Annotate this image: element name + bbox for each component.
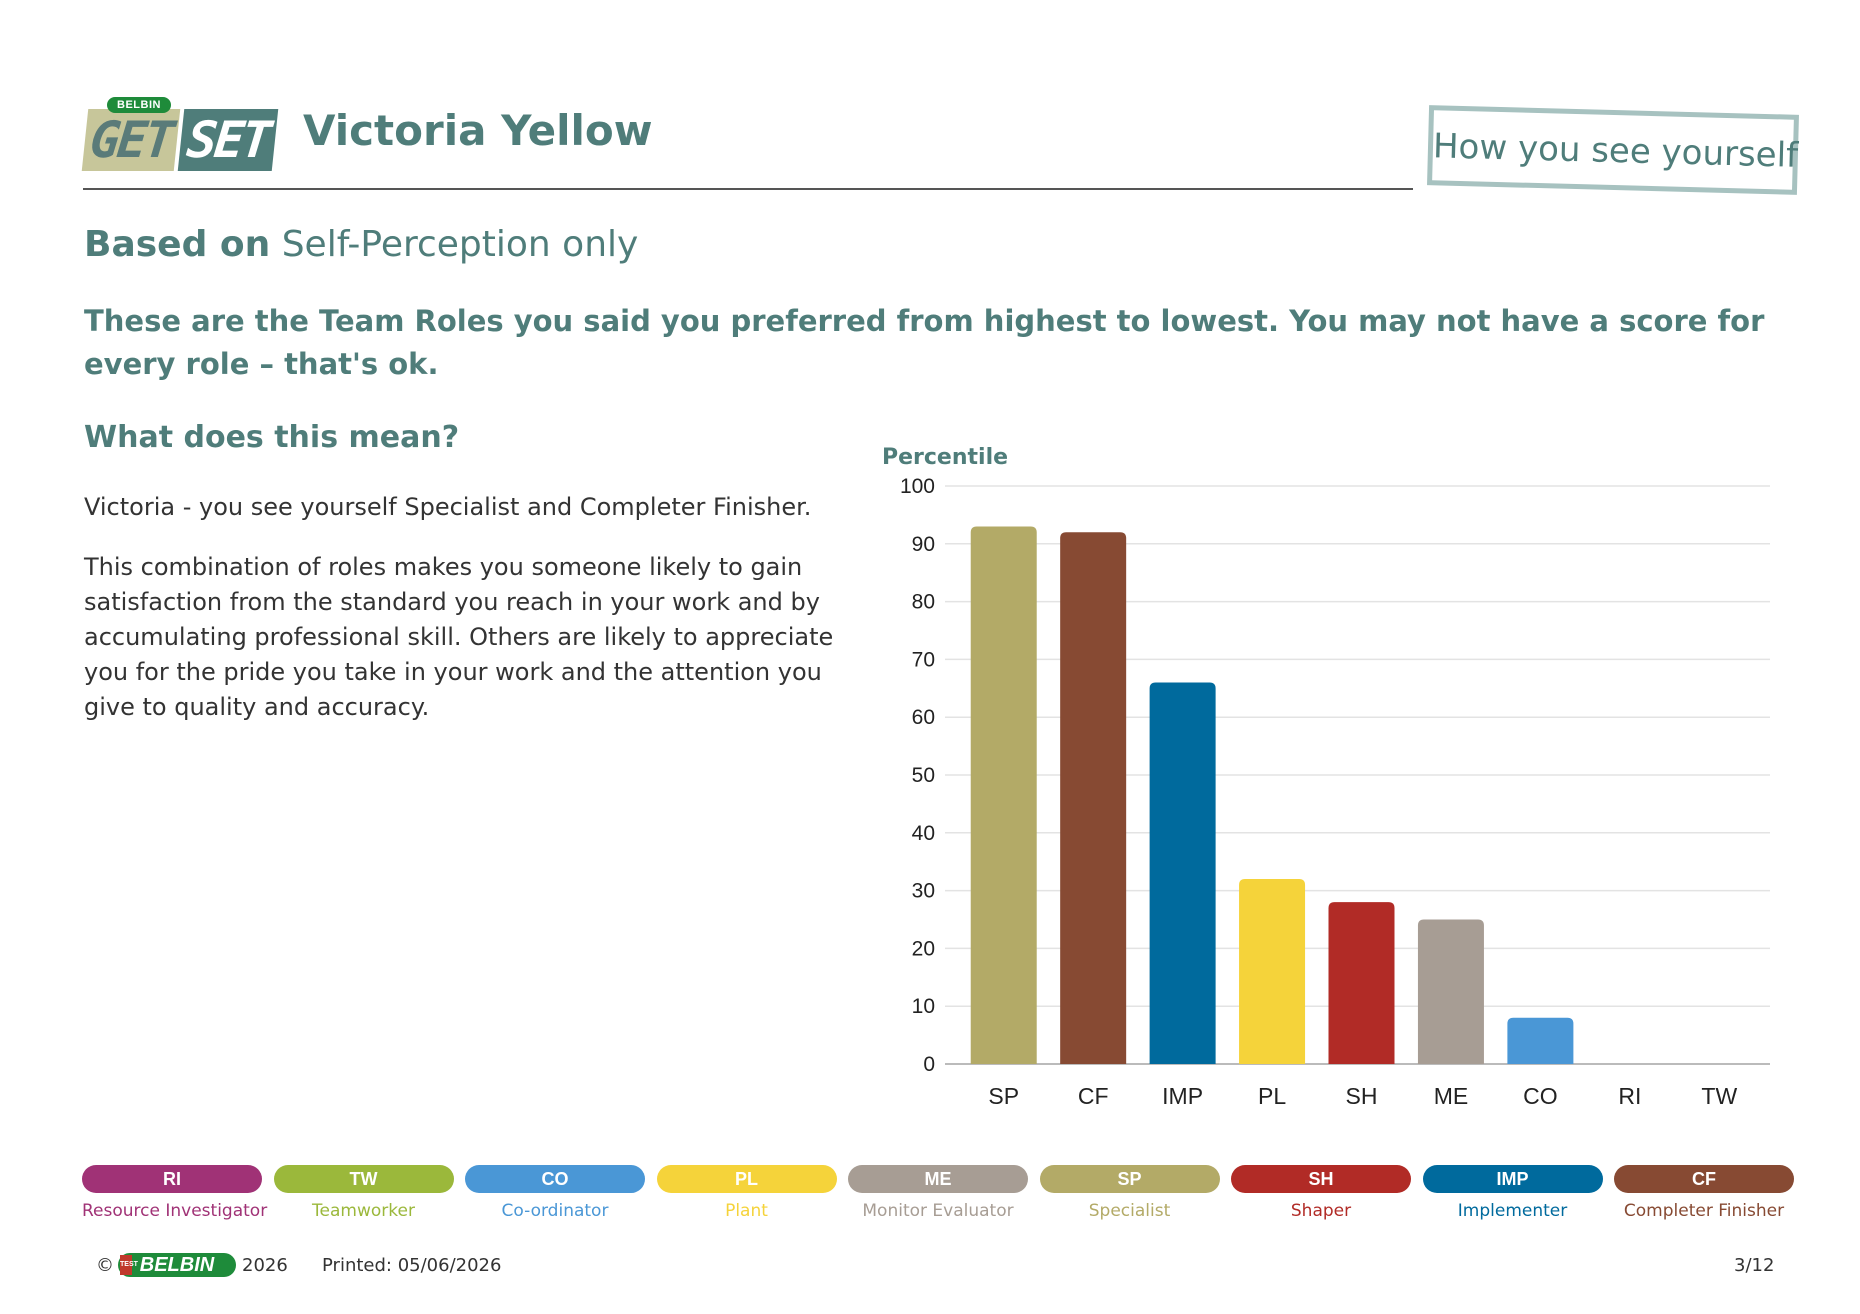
y-tick-label: 0 [923,1053,935,1076]
legend-code-pill: SH [1231,1165,1411,1193]
report-type-stamp: How you see yourself [1427,105,1799,195]
legend-item-tw: TW Teamworker [273,1165,454,1221]
legend-role-name: Resource Investigator [82,1201,268,1221]
page-number: 3/12 [1734,1255,1775,1276]
y-tick-label: 50 [912,764,935,787]
team-role-legend: RI Resource Investigator TW Teamworker CO Co-… [82,1165,1794,1225]
bar-co [1507,1017,1574,1064]
legend-role-name: Specialist [1088,1201,1171,1221]
legend-role-name: Co-ordinator [501,1201,609,1221]
legend-role-name: Implementer [1457,1201,1568,1221]
meaning-paragraph-1: Victoria - you see yourself Specialist a… [84,493,812,521]
x-tick-label-sp: SP [988,1083,1019,1109]
y-tick-label: 70 [912,648,935,671]
legend-item-cf: CF Completer Finisher [1614,1165,1794,1221]
bar-cf [1060,532,1127,1064]
x-tick-label-tw: TW [1701,1083,1737,1109]
legend-code-pill: TW [273,1165,454,1193]
meaning-heading: What does this mean? [84,420,460,455]
bar-pl [1239,879,1306,1064]
legend-role-name: Plant [725,1201,768,1221]
y-tick-label: 20 [912,937,935,960]
person-name: Victoria Yellow [303,106,653,155]
legend-item-imp: IMP Implementer [1422,1165,1603,1221]
belbin-badge: BELBIN [107,97,171,113]
header-divider [83,188,1413,190]
legend-code-pill: CO [465,1165,645,1193]
legend-item-sh: SH Shaper [1231,1165,1411,1221]
x-tick-label-imp: IMP [1162,1083,1203,1109]
legend-role-name: Monitor Evaluator [862,1201,1014,1221]
test-badge: TEST [120,1255,138,1275]
y-tick-label: 100 [900,475,935,498]
bar-sp [970,526,1037,1064]
x-tick-label-ri: RI [1618,1083,1641,1109]
belbin-footer-logo: TEST BELBIN [118,1253,236,1277]
legend-code-pill: SP [1039,1165,1220,1193]
x-tick-label-cf: CF [1078,1083,1109,1109]
footer-year: 2026 [242,1255,288,1276]
intro-text: These are the Team Roles you said you pr… [84,304,1765,381]
bar-imp [1149,682,1216,1064]
x-tick-label-pl: PL [1258,1083,1286,1109]
basis-line: Based on Self-Perception only [84,224,638,265]
legend-item-sp: SP Specialist [1039,1165,1220,1221]
y-tick-label: 10 [912,995,935,1018]
printed-date: Printed: 05/06/2026 [322,1255,502,1276]
meaning-paragraph-2: This combination of roles makes you some… [84,553,834,721]
bar-me [1417,919,1484,1064]
footer-logo-text: BELBIN [139,1254,215,1276]
x-tick-label-co: CO [1523,1083,1558,1109]
y-tick-label: 40 [912,822,935,845]
legend-code-pill: RI [82,1165,262,1193]
x-tick-label-sh: SH [1346,1083,1378,1109]
legend-item-ri: RI Resource Investigator [82,1165,268,1221]
legend-code-pill: CF [1614,1165,1794,1193]
y-tick-label: 80 [912,591,935,614]
legend-role-name: Teamworker [312,1201,415,1221]
chart-y-axis-label: Percentile [882,445,1008,470]
basis-bold: Based on [84,224,271,265]
legend-item-pl: PL Plant [656,1165,837,1221]
y-tick-label: 90 [912,533,935,556]
legend-item-co: CO Co-ordinator [465,1165,645,1221]
legend-role-name: Shaper [1290,1201,1352,1221]
bar-sh [1328,902,1395,1064]
x-tick-label-me: ME [1434,1083,1469,1109]
y-tick-label: 60 [912,706,935,729]
legend-code-pill: PL [656,1165,837,1193]
legend-role-name: Completer Finisher [1623,1201,1785,1221]
logo-set: SET [177,109,279,171]
logo-get: GET [81,109,181,171]
legend-code-pill: IMP [1422,1165,1603,1193]
basis-rest: Self-Perception only [281,224,639,265]
percentile-bar-chart: Percentile 0 10 20 30 40 50 60 70 80 90 100 SP CF IMP… [882,445,1770,1109]
legend-item-me: ME Monitor Evaluator [848,1165,1028,1221]
legend-code-pill: ME [848,1165,1028,1193]
y-tick-label: 30 [912,880,935,903]
get-set-logo: BELBIN GET SET [81,95,279,175]
copyright-symbol: © [96,1255,114,1276]
